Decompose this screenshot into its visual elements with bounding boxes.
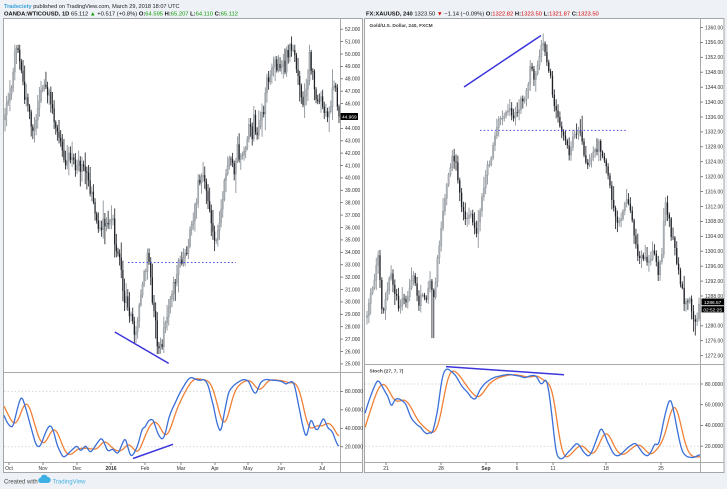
svg-text:6: 6 (516, 466, 519, 472)
svg-text:49.000: 49.000 (345, 64, 361, 70)
svg-text:1288.00: 1288.00 (705, 294, 723, 300)
svg-text:2016: 2016 (105, 466, 116, 472)
svg-text:Feb: Feb (141, 466, 150, 472)
svg-text:Nov: Nov (39, 466, 48, 472)
svg-text:1272.00: 1272.00 (705, 354, 723, 360)
svg-text:1356.00: 1356.00 (705, 40, 723, 46)
svg-text:1340.00: 1340.00 (705, 100, 723, 106)
svg-text:41.000: 41.000 (345, 163, 361, 169)
svg-text:1360.00: 1360.00 (705, 25, 723, 31)
svg-text:Jun: Jun (277, 466, 285, 472)
svg-text:43.000: 43.000 (345, 139, 361, 145)
svg-text:1286.57: 1286.57 (704, 300, 722, 306)
svg-text:Sep: Sep (481, 466, 490, 472)
svg-text:80.0000: 80.0000 (345, 389, 363, 395)
svg-text:25.000: 25.000 (345, 362, 361, 368)
svg-text:29.000: 29.000 (345, 312, 361, 318)
svg-text:1320.00: 1320.00 (705, 175, 723, 181)
svg-text:60.0000: 60.0000 (705, 403, 723, 409)
svg-text:40.0000: 40.0000 (345, 426, 363, 432)
svg-text:42.000: 42.000 (345, 151, 361, 157)
svg-text:Jul: Jul (319, 466, 325, 472)
svg-text:51.000: 51.000 (345, 39, 361, 45)
svg-text:1296.00: 1296.00 (705, 264, 723, 270)
svg-text:02:52:25: 02:52:25 (703, 307, 722, 313)
svg-text:1352.00: 1352.00 (705, 55, 723, 61)
svg-text:52.000: 52.000 (345, 27, 361, 33)
svg-text:1276.00: 1276.00 (705, 339, 723, 345)
svg-text:1300.00: 1300.00 (705, 249, 723, 255)
svg-text:47.000: 47.000 (345, 89, 361, 95)
svg-text:FX:XAUUSD, 240 1323.50 ▼ −1.14: FX:XAUUSD, 240 1323.50 ▼ −1.14 (−0.09%) … (366, 12, 599, 18)
svg-text:35.000: 35.000 (345, 238, 361, 244)
svg-text:1312.00: 1312.00 (705, 204, 723, 210)
svg-text:60.0000: 60.0000 (345, 408, 363, 414)
svg-text:33.000: 33.000 (345, 263, 361, 269)
svg-text:38.000: 38.000 (345, 201, 361, 207)
svg-text:1348.00: 1348.00 (705, 70, 723, 76)
svg-text:Tradeciety published on Tradin: Tradeciety published on TradingView.com,… (4, 4, 180, 10)
svg-text:40.000: 40.000 (345, 176, 361, 182)
svg-text:May: May (243, 466, 253, 472)
svg-text:20.0000: 20.0000 (705, 444, 723, 450)
svg-text:37.000: 37.000 (345, 213, 361, 219)
svg-text:11: 11 (550, 466, 555, 472)
svg-text:Created with: Created with (4, 480, 38, 486)
svg-text:80.0000: 80.0000 (705, 382, 723, 388)
svg-text:1328.00: 1328.00 (705, 145, 723, 151)
svg-text:1332.00: 1332.00 (705, 130, 723, 136)
svg-text:39.000: 39.000 (345, 188, 361, 194)
svg-text:20.0000: 20.0000 (345, 445, 363, 451)
svg-text:1292.00: 1292.00 (705, 279, 723, 285)
svg-text:25: 25 (658, 466, 664, 472)
svg-text:48.000: 48.000 (345, 77, 361, 83)
svg-text:30.000: 30.000 (345, 300, 361, 306)
svg-text:1280.00: 1280.00 (705, 324, 723, 330)
svg-text:Apr: Apr (211, 466, 219, 472)
svg-text:34.000: 34.000 (345, 250, 361, 256)
svg-text:50.000: 50.000 (345, 52, 361, 58)
svg-text:28.000: 28.000 (345, 325, 361, 331)
svg-text:Stoch (27, 7, 7): Stoch (27, 7, 7) (370, 369, 404, 375)
svg-text:1304.00: 1304.00 (705, 234, 723, 240)
svg-text:Gold/U.S. Dollar, 240, FXCM: Gold/U.S. Dollar, 240, FXCM (370, 23, 433, 29)
svg-text:26.000: 26.000 (345, 349, 361, 355)
svg-text:1344.00: 1344.00 (705, 85, 723, 91)
svg-text:1324.00: 1324.00 (705, 160, 723, 166)
svg-text:21: 21 (383, 466, 389, 472)
svg-text:1308.00: 1308.00 (705, 219, 723, 225)
svg-text:31.000: 31.000 (345, 287, 361, 293)
svg-text:44.969: 44.969 (342, 115, 357, 121)
svg-text:44.000: 44.000 (345, 126, 361, 132)
svg-text:Dec: Dec (73, 466, 82, 472)
svg-text:1336.00: 1336.00 (705, 115, 723, 121)
svg-text:40.0000: 40.0000 (705, 423, 723, 429)
svg-text:1316.00: 1316.00 (705, 189, 723, 195)
svg-text:18: 18 (603, 466, 609, 472)
svg-text:OANDA:WTICOUSD, 1D 65.112 ▲ +0: OANDA:WTICOUSD, 1D 65.112 ▲ +0.517 (+0.8… (4, 12, 238, 18)
svg-text:Mar: Mar (177, 466, 186, 472)
svg-text:28: 28 (438, 466, 444, 472)
svg-text:27.000: 27.000 (345, 337, 361, 343)
svg-text:36.000: 36.000 (345, 225, 361, 231)
svg-text:TradingView: TradingView (53, 480, 87, 486)
svg-text:Oct: Oct (5, 466, 13, 472)
svg-text:32.000: 32.000 (345, 275, 361, 281)
svg-text:46.000: 46.000 (345, 101, 361, 107)
